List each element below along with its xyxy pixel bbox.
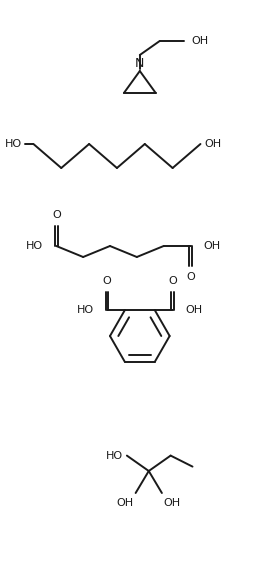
- Text: HO: HO: [77, 305, 94, 315]
- Text: OH: OH: [204, 139, 222, 149]
- Text: HO: HO: [4, 139, 21, 149]
- Text: O: O: [186, 272, 195, 282]
- Text: O: O: [168, 276, 177, 286]
- Text: N: N: [135, 57, 145, 70]
- Text: OH: OH: [203, 241, 220, 251]
- Text: HO: HO: [106, 451, 123, 461]
- Text: OH: OH: [192, 36, 208, 46]
- Text: OH: OH: [185, 305, 203, 315]
- Text: O: O: [103, 276, 111, 286]
- Text: O: O: [52, 210, 61, 220]
- Text: OH: OH: [164, 498, 181, 508]
- Text: HO: HO: [26, 241, 43, 251]
- Text: OH: OH: [116, 498, 134, 508]
